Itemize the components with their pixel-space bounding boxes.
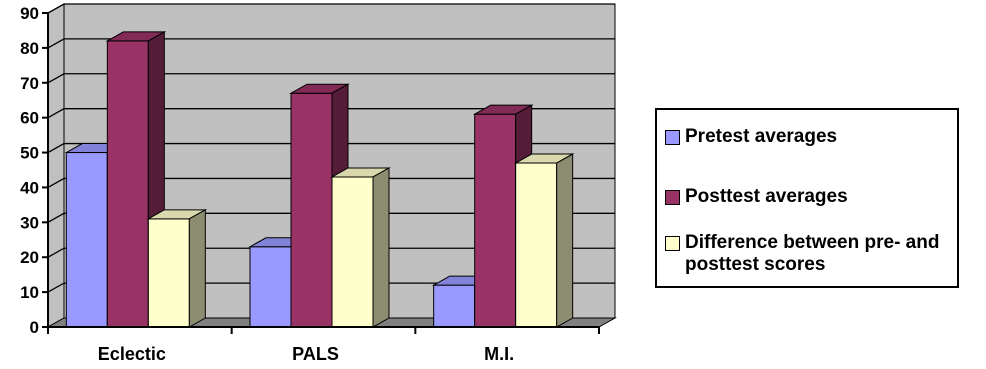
y-tick-label: 30 [20, 213, 39, 232]
y-tick-label: 0 [30, 318, 39, 337]
gridline-90 [47, 3, 615, 14]
bar-chart: 0 10 20 30 40 50 60 70 80 90 Eclectic PALS M.I. [20, 3, 617, 364]
gridline-80 [47, 38, 615, 49]
y-tick-label: 50 [20, 144, 39, 163]
legend-item-pretest: Pretest averages [665, 126, 837, 148]
gridlines [47, 3, 615, 293]
x-category-label: Eclectic [98, 344, 166, 364]
bar-front [65, 152, 108, 328]
axes [42, 12, 600, 334]
gridline-70 [47, 73, 615, 84]
bar-side [556, 153, 574, 328]
bar-front [249, 246, 292, 328]
gridline-30 [47, 212, 615, 223]
bar-front [433, 284, 476, 328]
bar-front [106, 40, 149, 328]
legend-swatch-difference [665, 236, 680, 251]
legend: Pretest averages Posttest averages Diffe… [655, 108, 959, 288]
bar-pals-series-2 [330, 167, 391, 328]
gridline-20 [47, 247, 615, 258]
legend-label-posttest: Posttest averages [685, 186, 848, 207]
y-tick-label: 10 [20, 283, 39, 302]
y-tick-label: 40 [20, 178, 39, 197]
bar-side [188, 208, 206, 328]
side-wall [47, 3, 65, 328]
legend-item-posttest: Posttest averages [665, 186, 848, 208]
gridline-40 [47, 177, 615, 189]
y-axis-tick-labels: 0 10 20 30 40 50 60 70 80 90 [20, 4, 39, 337]
legend-label-difference: Difference between pre- and posttest sco… [685, 232, 940, 275]
gridline-10 [47, 282, 615, 293]
bar-front [147, 218, 190, 328]
bar-front [331, 176, 374, 328]
x-category-label: PALS [292, 344, 339, 364]
x-axis-category-labels: Eclectic PALS M.I. [98, 344, 514, 364]
gridline-50 [47, 142, 615, 154]
y-tick-label: 80 [20, 39, 39, 58]
bar-side [372, 167, 390, 328]
gridline-60 [47, 108, 615, 119]
y-tick-label: 60 [20, 109, 39, 128]
x-category-label: M.I. [484, 344, 514, 364]
legend-item-difference: Difference between pre- and posttest sco… [665, 232, 955, 276]
bar-front [290, 92, 333, 328]
legend-swatch-posttest [665, 190, 680, 205]
bar-eclectic-series-2 [146, 208, 208, 328]
bar-front [515, 162, 558, 328]
bar-mi-series-2 [513, 153, 575, 328]
y-tick-label: 90 [20, 4, 39, 23]
legend-swatch-pretest [665, 130, 680, 145]
legend-label-pretest: Pretest averages [685, 126, 838, 147]
y-tick-label: 20 [20, 248, 39, 267]
y-tick-label: 70 [20, 74, 39, 93]
bar-front [474, 113, 517, 328]
